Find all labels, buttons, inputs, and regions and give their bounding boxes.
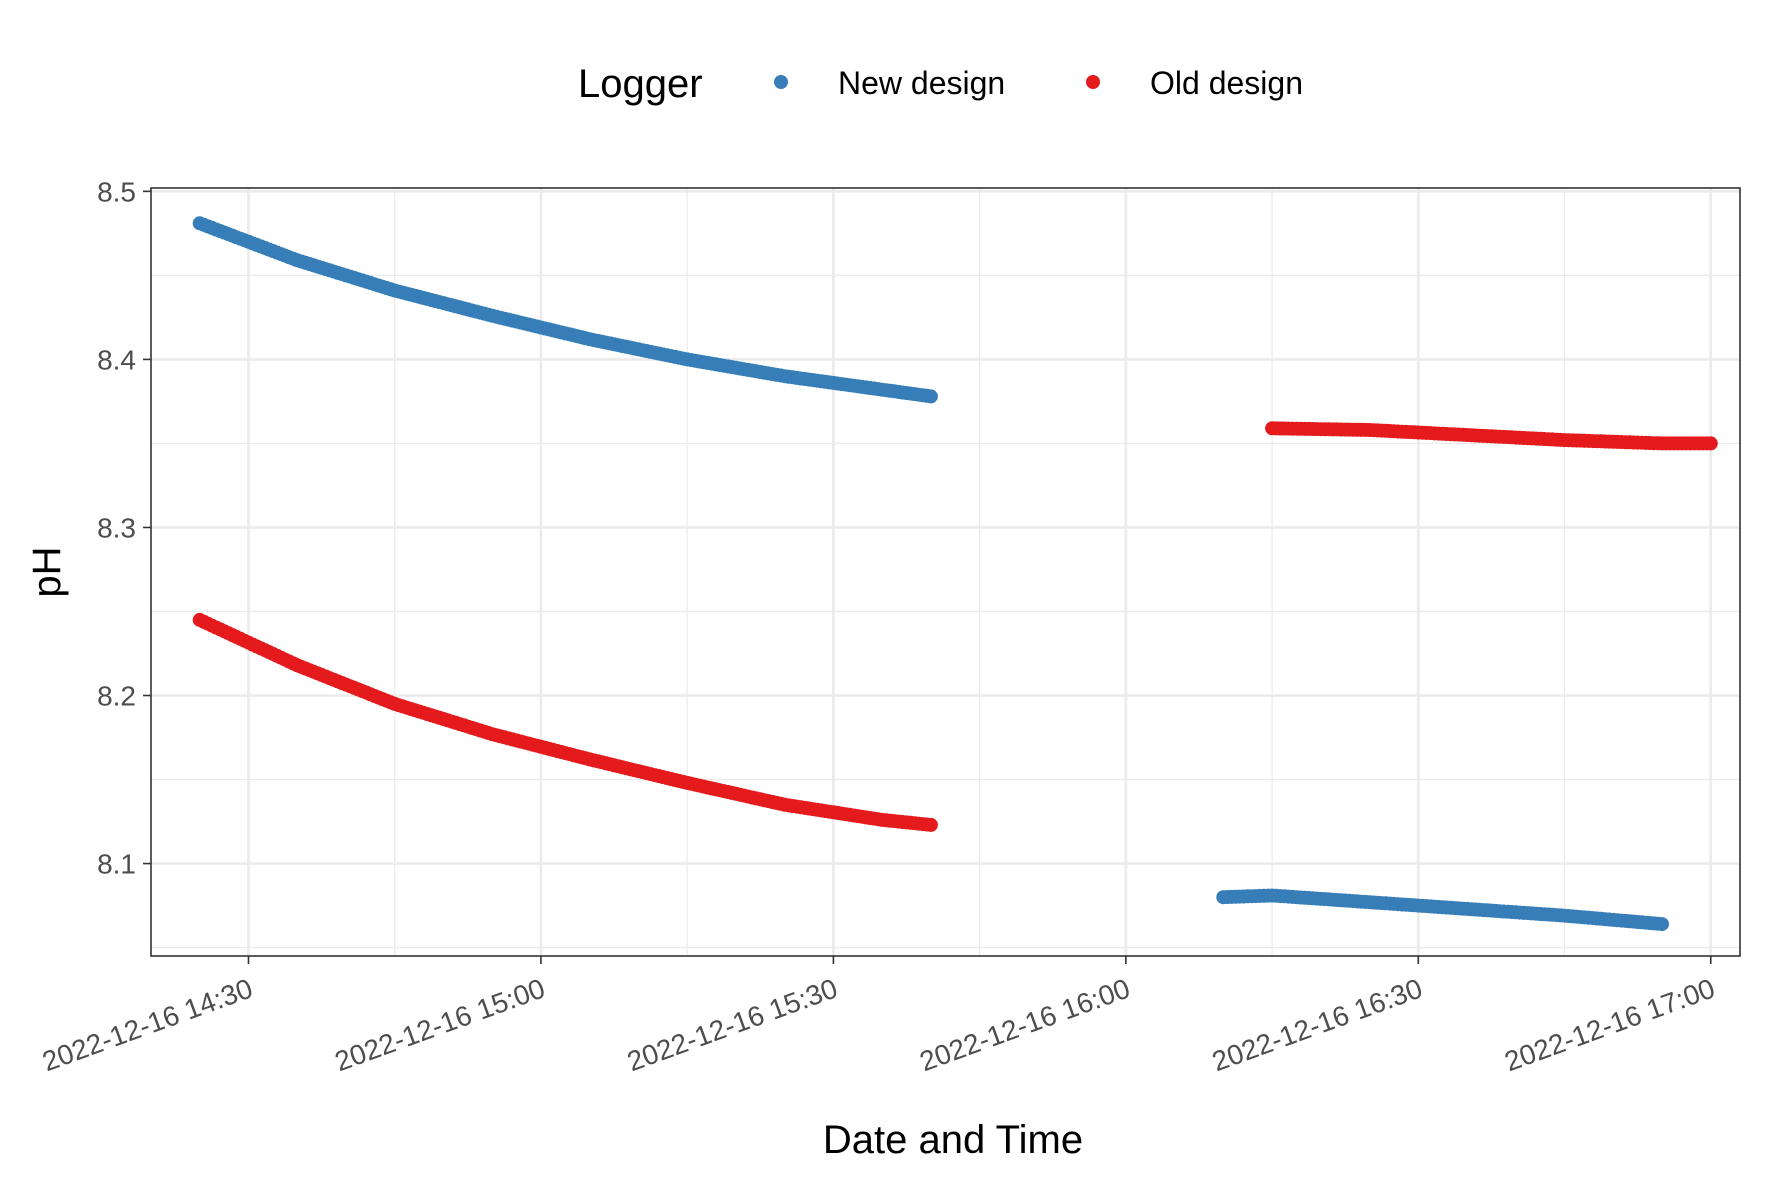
legend-label-new-design: New design	[838, 65, 1005, 101]
legend-label-old-design: Old design	[1150, 65, 1303, 101]
y-tick-label: 8.1	[97, 849, 136, 880]
plot-panel	[150, 187, 1741, 957]
grid-major	[151, 188, 1740, 956]
panel-background	[151, 188, 1740, 956]
y-axis-title: pH	[25, 546, 69, 597]
data-layer	[192, 216, 1718, 932]
legend: Logger New design Old design	[578, 62, 1303, 106]
data-point-old-design	[1703, 436, 1718, 451]
legend-key-old-design	[1086, 75, 1100, 89]
y-tick-label: 8.4	[97, 344, 136, 375]
data-point-old-design	[923, 817, 938, 832]
x-axis-title: Date and Time	[823, 1118, 1083, 1162]
legend-title: Logger	[578, 62, 703, 106]
y-tick-label: 8.5	[97, 176, 136, 207]
y-tick-label: 8.3	[97, 512, 136, 543]
data-point-new-design	[923, 389, 938, 404]
y-axis: 8.1 8.2 8.3 8.4 8.5	[97, 176, 151, 880]
grid-minor	[151, 188, 1740, 956]
legend-key-new-design	[774, 75, 788, 89]
panel-border	[150, 187, 1741, 957]
data-point-new-design	[1655, 917, 1669, 932]
y-tick-label: 8.2	[97, 681, 136, 712]
